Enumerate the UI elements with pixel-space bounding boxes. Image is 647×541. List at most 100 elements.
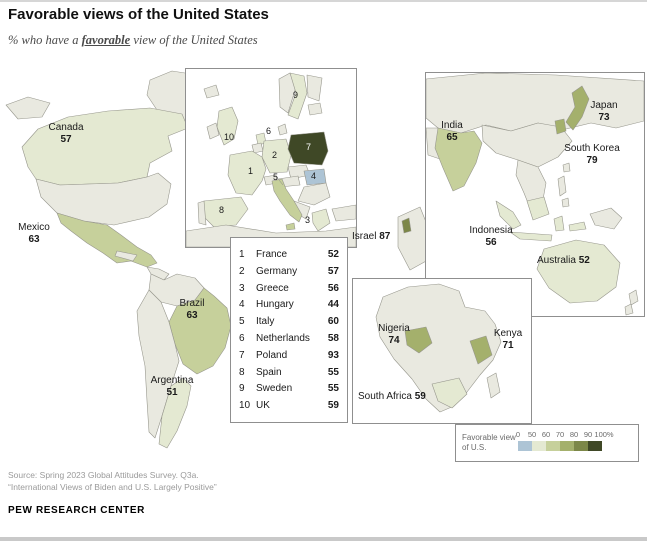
land-turkey <box>331 204 357 222</box>
list-row-sweden: 9 Sweden 55 <box>239 381 339 398</box>
list-value: 55 <box>327 366 339 378</box>
swatch-60-70 <box>546 441 560 451</box>
bottom-border <box>0 537 647 541</box>
marker-italy: 5 <box>273 172 279 182</box>
land-new-zealand-south <box>624 303 634 316</box>
land-norway <box>278 72 297 114</box>
marker-greece: 3 <box>305 215 311 225</box>
list-row-italy: 5 Italy 60 <box>239 314 339 331</box>
country-india <box>434 127 483 192</box>
list-num: 7 <box>239 349 245 361</box>
list-value: 58 <box>327 332 339 344</box>
land-africa <box>375 283 502 413</box>
subtitle: % who have a favorable view of the Unite… <box>8 33 258 48</box>
scale-legend-label-line1: Favorable view <box>462 433 516 442</box>
list-value: 44 <box>327 299 339 311</box>
list-country: Italy <box>256 316 275 328</box>
country-canada <box>21 107 189 186</box>
land-iceland <box>203 84 220 99</box>
list-country: UK <box>256 400 270 412</box>
europe-inset: 9 10 6 2 7 4 1 5 8 3 <box>185 68 357 248</box>
subtitle-emphasis: favorable <box>81 33 131 47</box>
country-spain <box>201 196 249 228</box>
list-country: Sweden <box>256 383 293 395</box>
asia-inset <box>425 72 645 317</box>
list-num: 3 <box>239 282 245 294</box>
subtitle-suffix: view of the United States <box>130 33 258 47</box>
land-sicily <box>285 222 296 231</box>
country-indonesia-sumatra <box>495 200 522 230</box>
list-value: 60 <box>327 316 339 328</box>
swatch-50-60 <box>532 441 546 451</box>
marker-france: 1 <box>248 166 254 176</box>
scale-tick-70: 70 <box>555 430 565 439</box>
country-italy <box>271 178 303 223</box>
list-country: Spain <box>256 366 282 378</box>
list-value: 93 <box>327 349 339 361</box>
list-country: Hungary <box>256 299 294 311</box>
land-ireland <box>206 122 220 140</box>
list-num: 8 <box>239 366 245 378</box>
land-cuba <box>114 250 138 262</box>
country-greece <box>311 208 331 232</box>
country-argentina <box>158 377 192 449</box>
country-nigeria <box>404 326 433 354</box>
land-philippines-south <box>561 197 570 208</box>
list-value: 57 <box>327 265 339 277</box>
country-australia <box>536 239 621 304</box>
land-baltics <box>307 102 323 116</box>
list-num: 9 <box>239 383 245 395</box>
country-indonesia-borneo <box>526 196 550 221</box>
color-scale-legend: Favorable view of U.S. 0 50 60 70 80 90 1… <box>455 424 639 462</box>
list-num: 6 <box>239 332 245 344</box>
list-value: 55 <box>327 383 339 395</box>
brand: PEW RESEARCH CENTER <box>8 505 145 516</box>
page-title: Favorable views of the United States <box>8 6 269 23</box>
country-france <box>227 150 267 196</box>
italy-leader-line <box>278 179 284 186</box>
scale-legend-label-line2: of U.S. <box>462 443 487 452</box>
scale-tick-90: 90 <box>583 430 593 439</box>
marker-netherlands: 6 <box>266 126 272 136</box>
list-num: 4 <box>239 299 245 311</box>
list-value: 59 <box>327 400 339 412</box>
country-indonesia-sulawesi <box>553 215 565 232</box>
list-num: 2 <box>239 265 245 277</box>
land-taiwan <box>562 162 571 173</box>
country-indonesia-east <box>568 221 587 232</box>
country-israel <box>401 217 412 234</box>
list-num: 5 <box>239 316 245 328</box>
country-south-africa <box>431 377 468 409</box>
list-country: Poland <box>256 349 288 361</box>
scale-tick-80: 80 <box>569 430 579 439</box>
land-belgium <box>251 142 264 154</box>
marker-germany: 2 <box>272 150 278 160</box>
land-philippines <box>557 175 567 197</box>
list-row-france: 1 France 52 <box>239 247 339 264</box>
land-portugal <box>197 200 207 226</box>
land-middle-east <box>397 206 429 271</box>
land-new-zealand-north <box>628 289 639 306</box>
list-row-greece: 3 Greece 56 <box>239 281 339 298</box>
land-new-guinea <box>589 207 623 230</box>
list-value: 56 <box>327 282 339 294</box>
source-line-1: Source: Spring 2023 Global Attitudes Sur… <box>8 470 199 480</box>
list-country: Netherlands <box>256 332 310 344</box>
scale-legend-label: Favorable view of U.S. <box>462 433 516 453</box>
country-indonesia-java <box>509 231 553 242</box>
top-border <box>0 0 647 2</box>
marker-sweden: 9 <box>293 90 299 100</box>
list-row-poland: 7 Poland 93 <box>239 348 339 365</box>
list-num: 10 <box>239 400 251 412</box>
list-country: Greece <box>256 282 289 294</box>
scale-tick-0: 0 <box>515 430 521 439</box>
asia-map <box>425 72 645 316</box>
list-row-netherlands: 6 Netherlands 58 <box>239 331 339 348</box>
marker-spain: 8 <box>219 205 225 215</box>
scale-tick-100: 100% <box>594 430 614 439</box>
swatch-80-90 <box>574 441 588 451</box>
list-row-spain: 8 Spain 55 <box>239 365 339 382</box>
world-map: 9 10 6 2 7 4 1 5 8 3 <box>0 55 647 467</box>
land-denmark <box>277 123 288 136</box>
swatch-70-80 <box>560 441 574 451</box>
